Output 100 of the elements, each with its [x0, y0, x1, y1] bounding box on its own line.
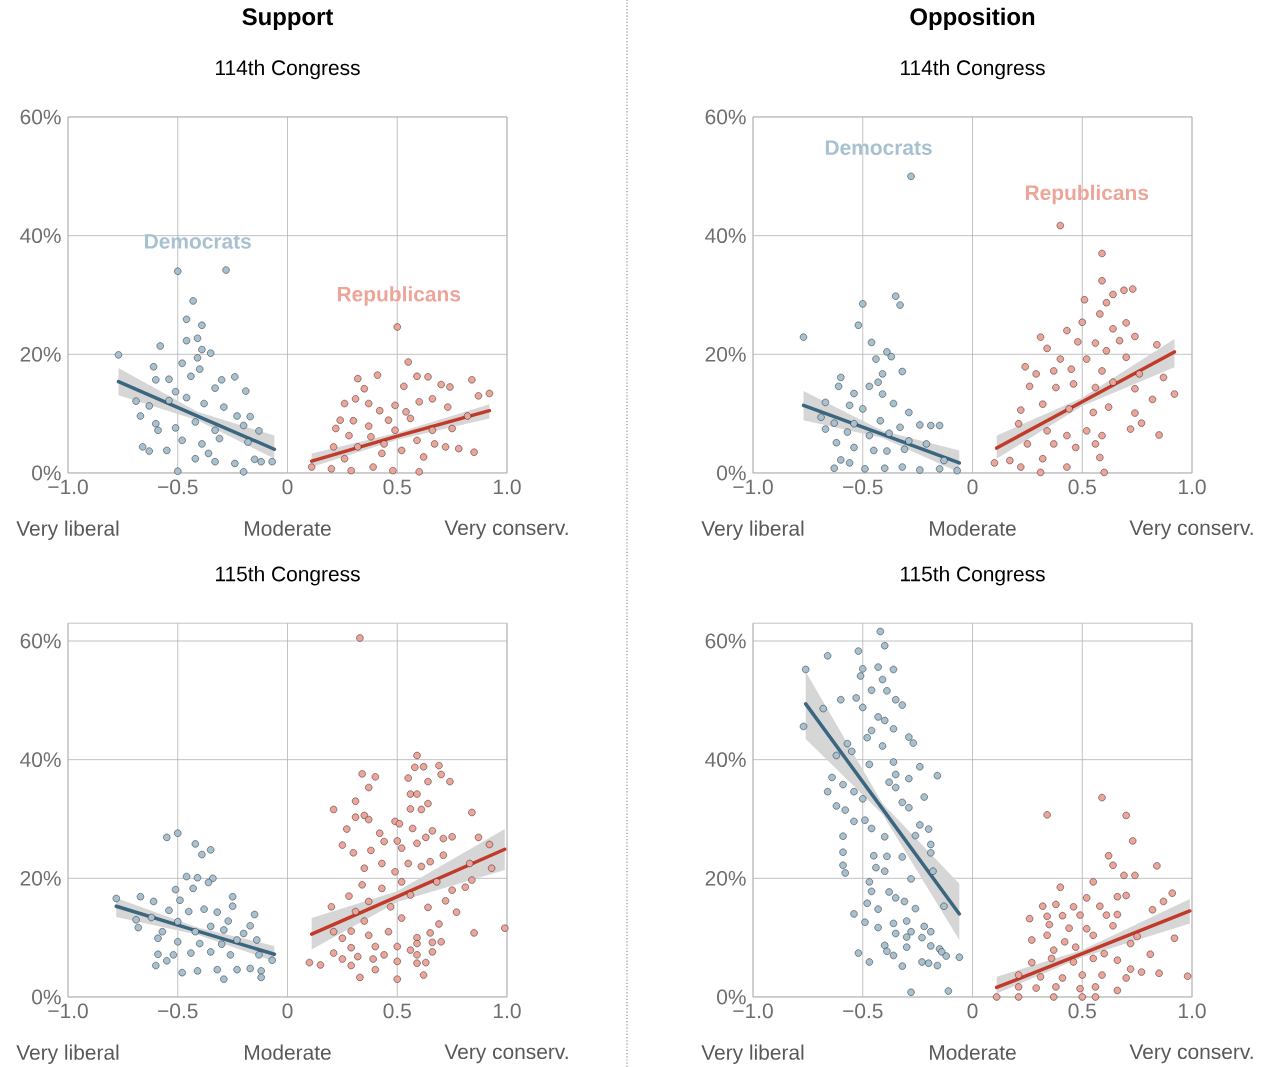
point [240, 468, 248, 476]
point [242, 387, 250, 395]
text: Very liberal [701, 520, 804, 540]
point [174, 467, 182, 475]
point [211, 426, 219, 434]
point [859, 300, 867, 308]
point [182, 337, 191, 345]
point [207, 948, 215, 956]
point [850, 389, 858, 398]
point [191, 840, 199, 848]
point [182, 315, 191, 323]
x-tick-label: 0.5 [1068, 479, 1096, 495]
point [474, 392, 483, 400]
x-tick-label: 1.0 [494, 1003, 521, 1019]
point [859, 405, 867, 413]
point [158, 928, 166, 936]
point [218, 376, 226, 384]
point [455, 445, 463, 453]
point [441, 443, 450, 451]
point [150, 363, 158, 371]
y-tick-label: 20% [20, 870, 61, 886]
point [872, 355, 880, 363]
point [222, 266, 230, 274]
y-tick-label: 0% [32, 465, 61, 481]
x-tick-label: 0.5 [1068, 1003, 1096, 1019]
point [470, 448, 478, 456]
point [413, 372, 421, 380]
point [193, 874, 202, 882]
text: Moderate [245, 520, 331, 536]
point [220, 926, 228, 934]
point [268, 458, 276, 466]
point [799, 333, 808, 341]
point [250, 910, 259, 919]
point [444, 403, 452, 411]
series-label: Democrats [145, 234, 251, 249]
text: Very liberal [16, 1044, 119, 1065]
point [191, 928, 199, 936]
y-tick-label: 60% [20, 109, 61, 125]
x-tick-label: 0 [967, 1003, 978, 1019]
y-tick-label: 40% [705, 752, 746, 768]
point [145, 447, 153, 455]
chart-title: Opposition [910, 7, 1035, 30]
point [373, 371, 382, 379]
point [213, 908, 221, 916]
point [171, 424, 180, 432]
point [887, 353, 895, 361]
point [204, 449, 213, 457]
point [428, 426, 436, 434]
point [132, 916, 140, 924]
point [354, 375, 362, 383]
point [354, 443, 362, 451]
text: Very conserv. [1129, 1044, 1253, 1064]
point [193, 354, 202, 362]
point [268, 956, 276, 964]
point [200, 905, 208, 913]
x-tick-label: 1.0 [1179, 479, 1206, 495]
point [165, 906, 173, 914]
point [226, 951, 235, 959]
y-tick-label: 0% [717, 465, 746, 481]
point [246, 922, 254, 930]
point [336, 416, 344, 424]
point [213, 966, 221, 974]
point [830, 419, 838, 427]
point [220, 975, 228, 983]
point [883, 447, 891, 455]
point [953, 467, 961, 475]
point [821, 398, 830, 406]
point [211, 458, 219, 466]
point [898, 463, 906, 471]
point [189, 297, 197, 305]
point [881, 464, 889, 472]
point [229, 902, 237, 910]
point [867, 338, 876, 347]
point [878, 370, 887, 378]
point [246, 413, 254, 421]
point [384, 416, 393, 424]
text: Very conserv. [444, 1044, 568, 1064]
point [152, 961, 160, 970]
point [240, 421, 248, 430]
point [883, 348, 891, 356]
point [246, 964, 254, 973]
point [218, 940, 226, 948]
point [415, 468, 423, 476]
point [171, 885, 180, 894]
point [196, 365, 204, 373]
point [231, 459, 239, 468]
point [134, 923, 142, 932]
point [200, 399, 208, 408]
point [900, 445, 909, 453]
point [207, 349, 215, 357]
point [428, 395, 436, 403]
text: Moderate [930, 1044, 1016, 1060]
point [191, 418, 199, 426]
point [224, 917, 232, 925]
point [391, 401, 399, 409]
point [365, 422, 373, 430]
point [345, 432, 353, 440]
point [229, 893, 237, 901]
point [178, 436, 186, 444]
point [817, 413, 825, 421]
